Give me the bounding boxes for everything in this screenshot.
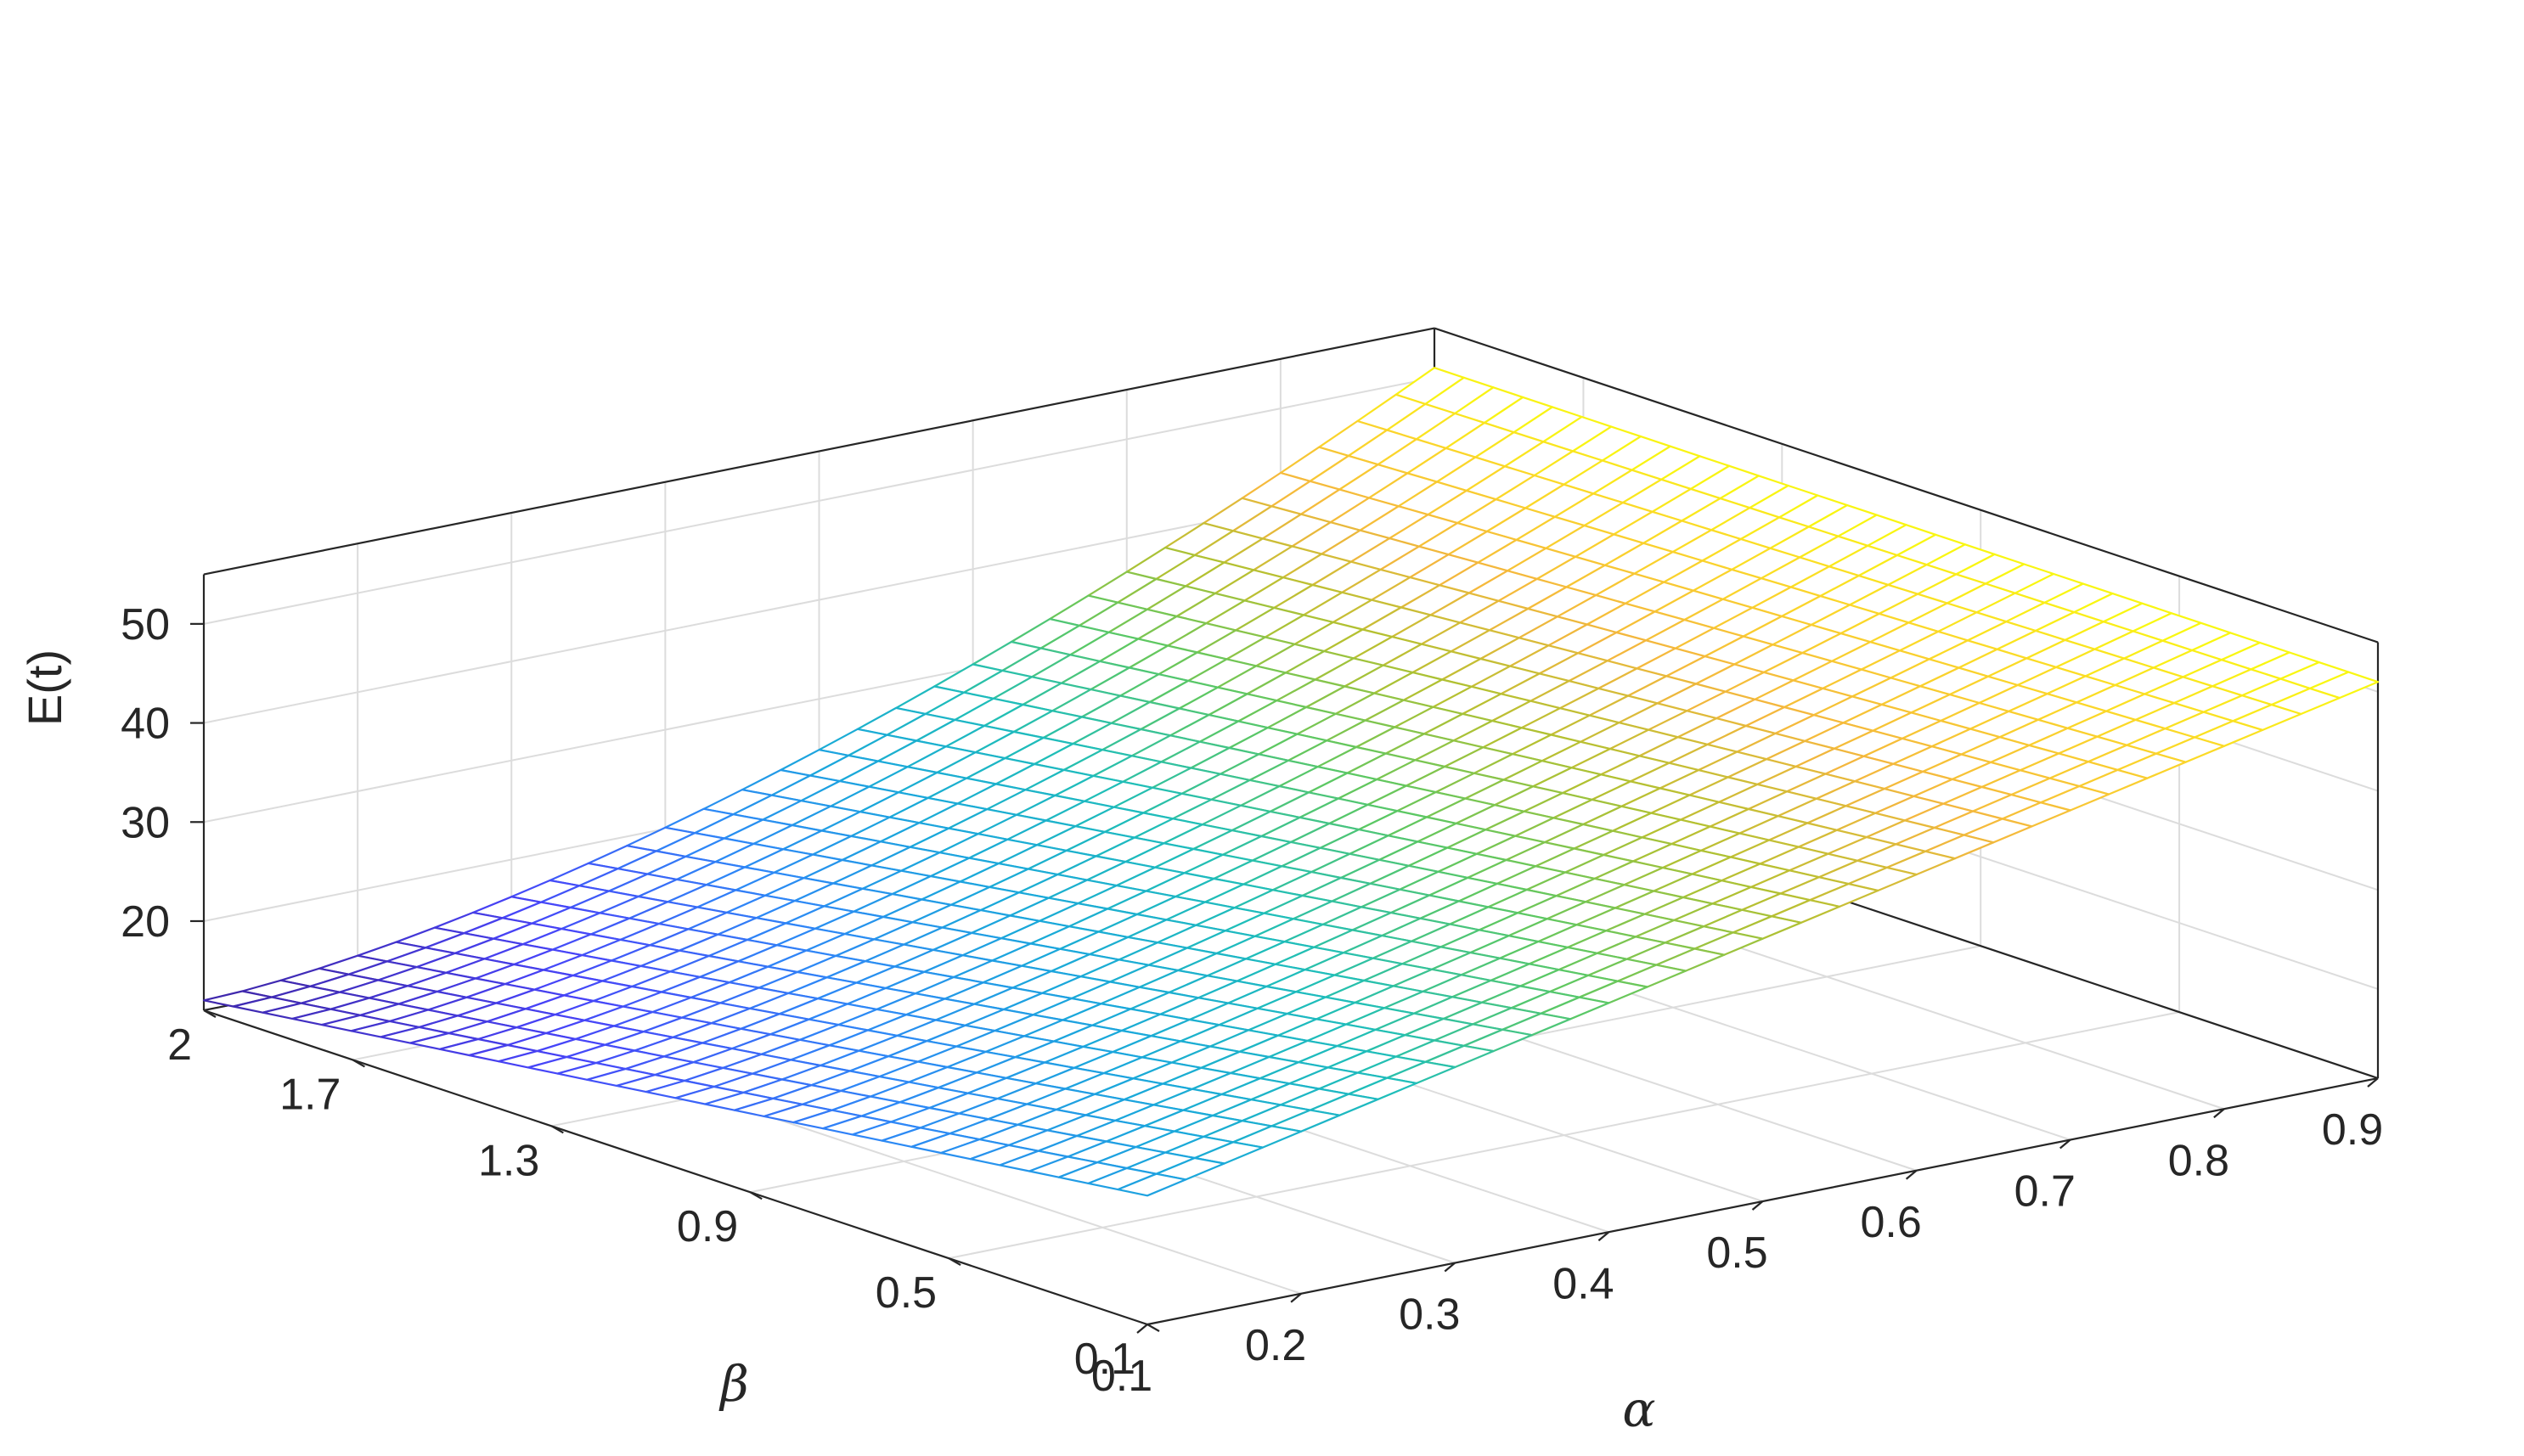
box-edge [203,327,1435,576]
z-tick-label: 30 [121,798,170,847]
alpha-tick-label: 0.4 [1552,1259,1614,1308]
z-tick-label: 20 [121,897,170,947]
alpha-tick-label: 0.5 [1706,1228,1767,1278]
alpha-tick [2059,1138,2071,1150]
alpha-tick [1597,1231,1610,1242]
back-wall-grid-z [203,376,1435,625]
beta-tick [203,1009,217,1018]
z-tick-label: 40 [121,700,170,749]
mesh-cell [1117,1172,1187,1197]
alpha-tick [2213,1108,2225,1119]
alpha-tick [1136,1324,1148,1334]
alpha-tick-label: 0.8 [2168,1136,2229,1185]
beta-tick [749,1191,763,1200]
alpha-tick-label: 0.6 [1860,1198,1921,1247]
tick-labels: 0.1 0.2 0.3 0.4 0.5 0.6 0.7 0.8 0.9 0.1 0.5 0.9 1.3 1… [121,600,2383,1401]
alpha-tick [2367,1077,2379,1088]
beta-tick-label: 0.9 [677,1202,738,1251]
beta-tick [948,1257,961,1267]
alpha-tick-label: 0.9 [2322,1105,2383,1155]
beta-tick-label: 0.1 [1074,1335,1135,1384]
beta-tick [550,1125,564,1134]
alpha-tick [1444,1262,1456,1273]
alpha-tick [1290,1292,1302,1303]
beta-tick [352,1059,365,1068]
alpha-tick [1905,1169,1918,1180]
z-axis-label: E(t) [18,649,71,726]
beta-tick-label: 0.5 [876,1268,937,1318]
beta-tick [1147,1324,1160,1332]
z-tick-label: 50 [121,600,170,649]
beta-tick-label: 2 [167,1020,192,1070]
beta-tick-label: 1.7 [279,1070,341,1119]
x-axis-label: α [1622,1380,1655,1438]
alpha-tick-label: 0.7 [2014,1167,2076,1217]
alpha-tick [1751,1200,1764,1211]
alpha-tick-label: 0.3 [1399,1290,1460,1340]
alpha-tick-label: 0.1 [1091,1352,1152,1401]
surface-mesh [202,367,2380,1197]
beta-tick-label: 1.3 [478,1136,539,1185]
tick-marks [190,622,2379,1334]
y-axis-label: β [718,1355,749,1413]
alpha-tick-label: 0.2 [1245,1321,1306,1370]
box-edge [1434,327,2379,644]
box-edge [203,1009,1148,1326]
floor-grid-beta [948,1011,2180,1260]
